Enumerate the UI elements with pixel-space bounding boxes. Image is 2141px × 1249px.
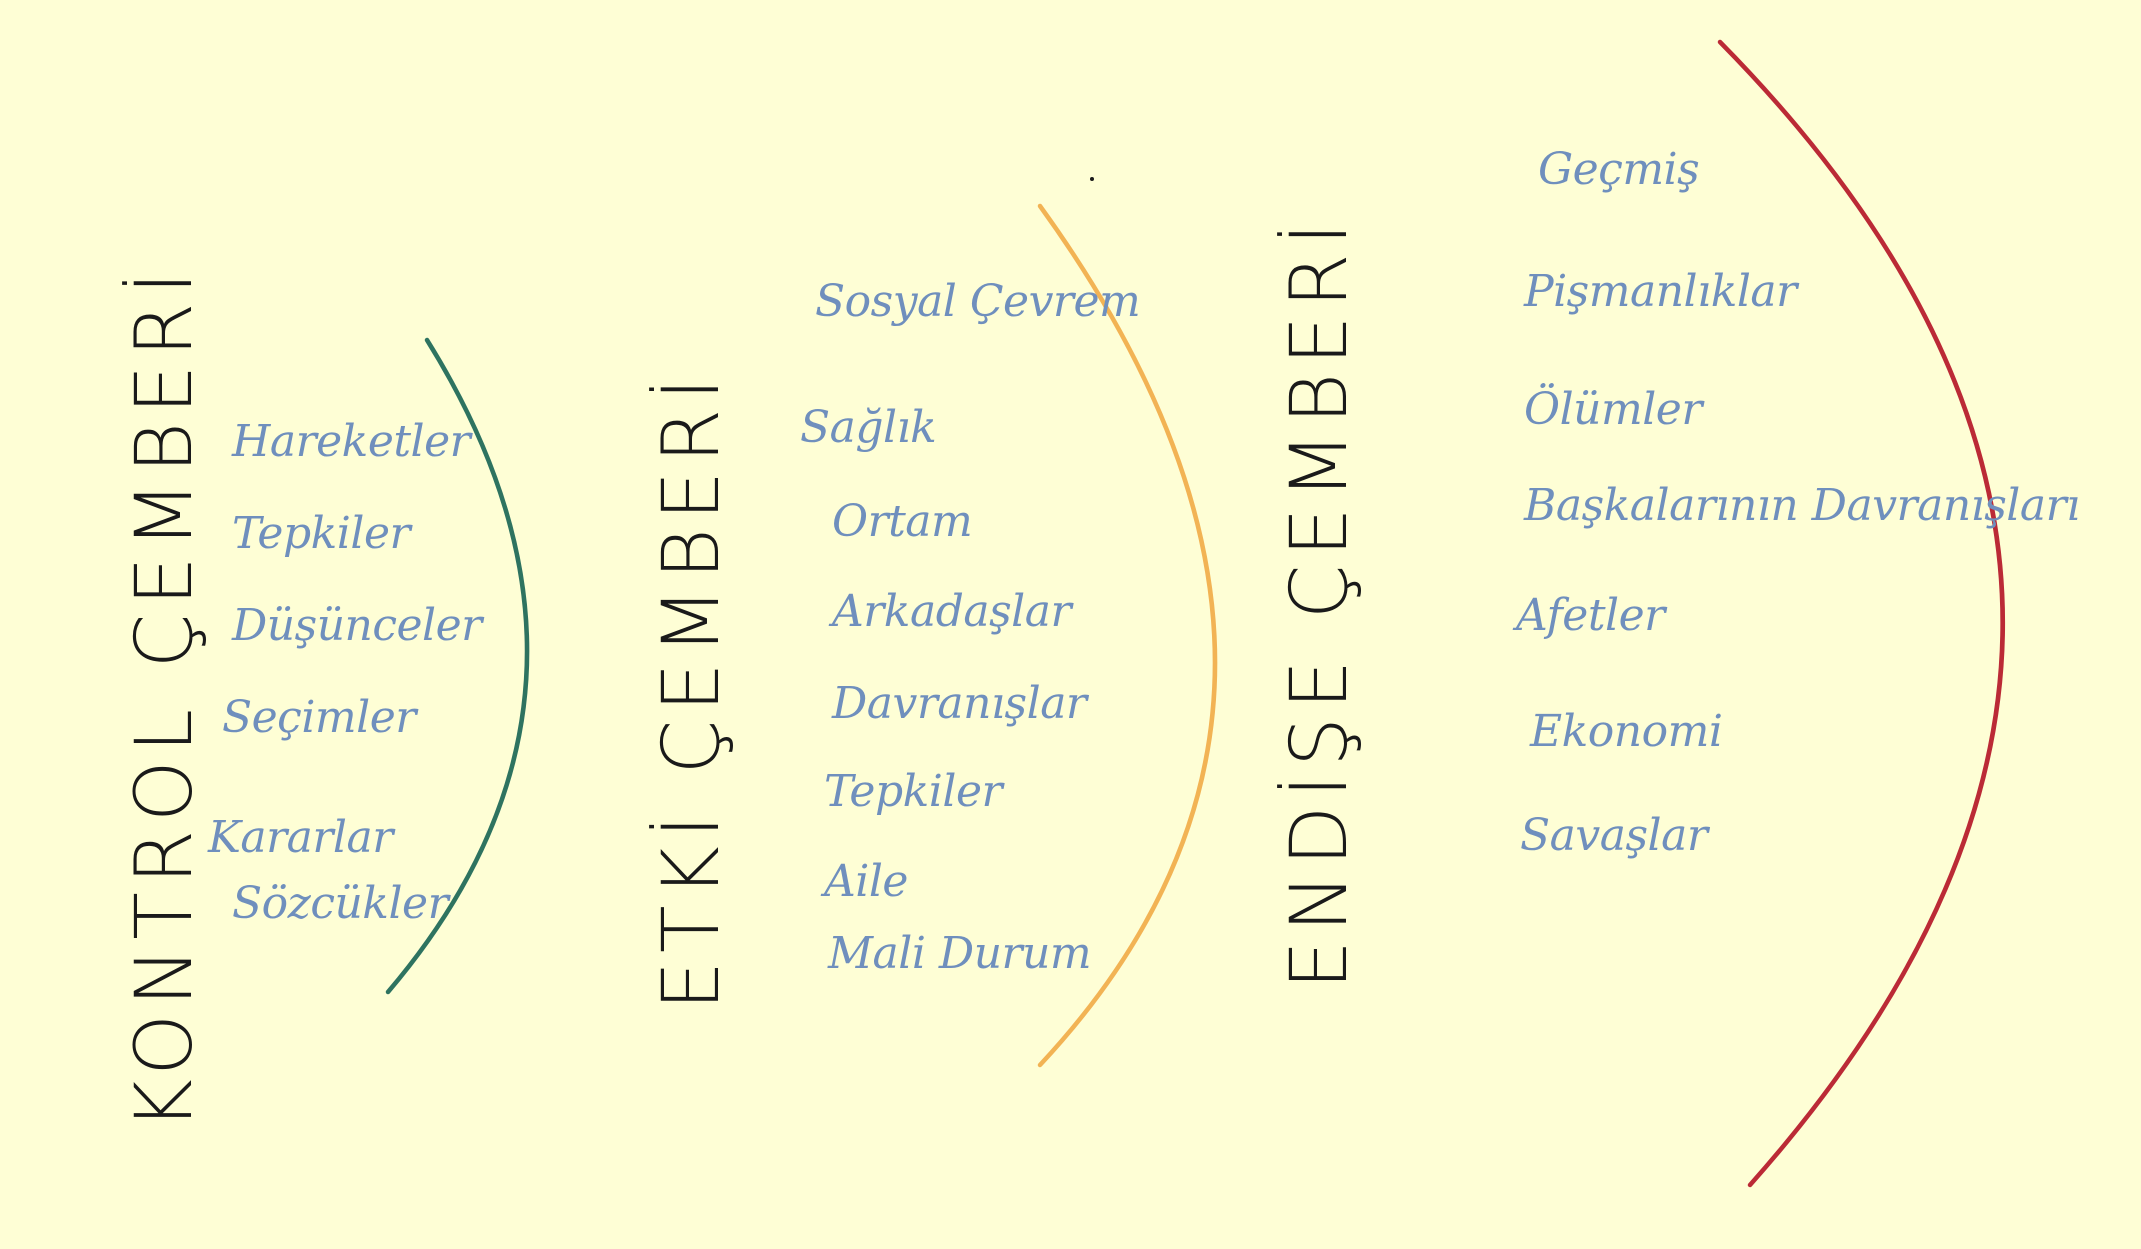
influence-circle-arc: [1037, 203, 1218, 1068]
influence-item: Sosyal Çevrem: [815, 276, 1141, 327]
concern-item: Savaşlar: [1520, 810, 1708, 861]
influence-item: Arkadaşlar: [832, 586, 1072, 637]
influence-item: Aile: [824, 856, 908, 907]
influence-item: Mali Durum: [828, 928, 1092, 979]
control-item: Seçimler: [222, 692, 416, 743]
influence-item: Sağlık: [800, 402, 937, 453]
concern-circle-title: ENDİŞE ÇEMBERİ: [1275, 214, 1365, 990]
control-item: Tepkiler: [232, 508, 411, 559]
influence-item: Ortam: [832, 496, 973, 547]
influence-item: Davranışlar: [832, 678, 1087, 729]
control-circle-title: KONTROL ÇEMBERİ: [120, 263, 210, 1131]
control-item: Düşünceler: [232, 600, 482, 651]
concern-item: Ölümler: [1524, 384, 1702, 435]
concern-item: Ekonomi: [1530, 706, 1723, 757]
concern-item: Geçmiş: [1538, 144, 1700, 195]
control-item: Kararlar: [208, 812, 393, 863]
concern-circle-arc: [1717, 39, 2005, 1188]
control-circle-arc: [385, 337, 530, 995]
control-item: Sözcükler: [232, 878, 449, 929]
control-item: Hareketler: [232, 416, 471, 467]
stray-dot: [1090, 177, 1094, 181]
concern-item: Afetler: [1516, 590, 1665, 641]
influence-item: Tepkiler: [824, 766, 1003, 817]
concern-item: Başkalarının Davranışları: [1524, 480, 2080, 531]
concern-item: Pişmanlıklar: [1524, 266, 1797, 317]
influence-circle-title: ETKİ ÇEMBERİ: [647, 369, 737, 1011]
